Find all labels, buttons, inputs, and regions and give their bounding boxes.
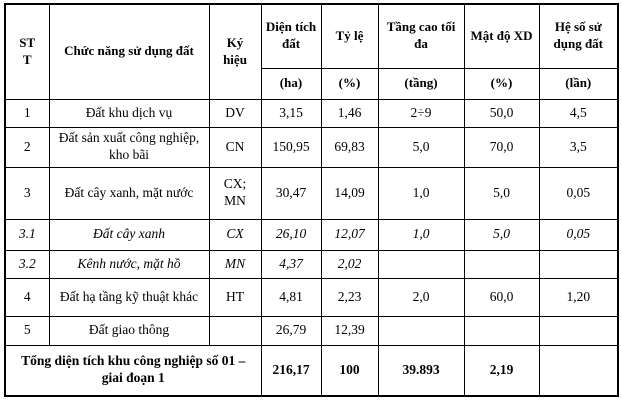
- cell-floors: [377, 315, 465, 346]
- cell-symbol: [208, 315, 262, 346]
- cell-floors: 5,0: [377, 126, 465, 168]
- cell-symbol: CX: [208, 218, 262, 251]
- cell-coef: 4,5: [538, 98, 619, 128]
- cell-symbol: DV: [208, 98, 262, 128]
- cell-function: Kênh nước, mặt hồ: [48, 249, 210, 279]
- header-ratio: Tỷ lệ: [320, 3, 379, 69]
- header-symbol: Ký hiệu: [208, 3, 262, 100]
- cell-area: 26,79: [260, 315, 322, 346]
- header-function: Chức năng sử dụng đất: [48, 3, 210, 100]
- cell-ratio: 2,23: [320, 277, 379, 317]
- header-coef: Hệ số sử dụng đất: [538, 3, 619, 69]
- cell-density: 5,0: [463, 218, 540, 251]
- cell-area: 3,15: [260, 98, 322, 128]
- table-body: 1 Đất khu dịch vụ DV 3,15 1,46 2÷9 50,0 …: [4, 98, 619, 346]
- cell-density: 50,0: [463, 98, 540, 128]
- table-footer: Tổng diện tích khu công nghiệp số 01 – g…: [4, 344, 619, 397]
- cell-floors: 1,0: [377, 218, 465, 251]
- cell-stt: 5: [4, 315, 50, 346]
- cell-density: 60,0: [463, 277, 540, 317]
- cell-area: 4,37: [260, 249, 322, 279]
- cell-density: [463, 249, 540, 279]
- total-label: Tổng diện tích khu công nghiệp số 01 – g…: [4, 344, 262, 397]
- total-ratio: 100: [320, 344, 379, 397]
- cell-function: Đất hạ tầng kỹ thuật khác: [48, 277, 210, 317]
- cell-coef: 1,20: [538, 277, 619, 317]
- cell-stt: 4: [4, 277, 50, 317]
- total-floors: 39.893: [377, 344, 465, 397]
- cell-coef: [538, 315, 619, 346]
- header-stt: STT: [4, 3, 50, 100]
- header-area-unit: (ha): [260, 67, 322, 100]
- cell-floors: 2,0: [377, 277, 465, 317]
- header-floors-unit: (tầng): [377, 67, 465, 100]
- table-header: STT Chức năng sử dụng đất Ký hiệu Diện t…: [4, 3, 619, 100]
- cell-stt: 1: [4, 98, 50, 128]
- cell-function: Đất cây xanh, mặt nước: [48, 166, 210, 220]
- cell-area: 30,47: [260, 166, 322, 220]
- header-coef-unit: (lần): [538, 67, 619, 100]
- table-row-5: 5 Đất giao thông 26,79 12,39: [4, 315, 619, 346]
- table-row-3-2: 3.2 Kênh nước, mặt hồ MN 4,37 2,02: [4, 249, 619, 279]
- cell-symbol: CX; MN: [208, 166, 262, 220]
- cell-function: Đất sản xuất công nghiệp, kho bãi: [48, 126, 210, 168]
- cell-coef: 0,05: [538, 166, 619, 220]
- cell-floors: 2÷9: [377, 98, 465, 128]
- cell-ratio: 12,07: [320, 218, 379, 251]
- cell-ratio: 69,83: [320, 126, 379, 168]
- table-row-3: 3 Đất cây xanh, mặt nước CX; MN 30,47 14…: [4, 166, 619, 220]
- cell-ratio: 12,39: [320, 315, 379, 346]
- table-row-1: 1 Đất khu dịch vụ DV 3,15 1,46 2÷9 50,0 …: [4, 98, 619, 128]
- cell-coef: [538, 249, 619, 279]
- cell-floors: 1,0: [377, 166, 465, 220]
- total-area: 216,17: [260, 344, 322, 397]
- total-row: Tổng diện tích khu công nghiệp số 01 – g…: [4, 344, 619, 397]
- table-row-3-1: 3.1 Đất cây xanh CX 26,10 12,07 1,0 5,0 …: [4, 218, 619, 251]
- cell-stt: 3.1: [4, 218, 50, 251]
- header-stt-label: STT: [19, 34, 36, 67]
- cell-stt: 3.2: [4, 249, 50, 279]
- cell-function: Đất khu dịch vụ: [48, 98, 210, 128]
- cell-coef: 3,5: [538, 126, 619, 168]
- cell-ratio: 14,09: [320, 166, 379, 220]
- cell-area: 4,81: [260, 277, 322, 317]
- cell-ratio: 2,02: [320, 249, 379, 279]
- cell-area: 150,95: [260, 126, 322, 168]
- table-row-4: 4 Đất hạ tầng kỹ thuật khác HT 4,81 2,23…: [4, 277, 619, 317]
- cell-symbol: MN: [208, 249, 262, 279]
- land-use-table: STT Chức năng sử dụng đất Ký hiệu Diện t…: [4, 3, 619, 397]
- header-density-unit: (%): [463, 67, 540, 100]
- cell-symbol: CN: [208, 126, 262, 168]
- cell-function: Đất cây xanh: [48, 218, 210, 251]
- cell-ratio: 1,46: [320, 98, 379, 128]
- table-row-2: 2 Đất sản xuất công nghiệp, kho bãi CN 1…: [4, 126, 619, 168]
- header-row-labels: STT Chức năng sử dụng đất Ký hiệu Diện t…: [4, 3, 619, 100]
- header-row-units: (ha) (%) (tầng) (%) (lần): [5, 67, 619, 100]
- cell-function: Đất giao thông: [48, 315, 210, 346]
- cell-stt: 2: [4, 126, 50, 168]
- cell-density: 70,0: [463, 126, 540, 168]
- header-ratio-unit: (%): [320, 67, 379, 100]
- header-density: Mật độ XD: [463, 3, 540, 69]
- cell-area: 26,10: [260, 218, 322, 251]
- cell-floors: [377, 249, 465, 279]
- total-coef: [538, 344, 619, 397]
- cell-symbol: HT: [208, 277, 262, 317]
- total-density: 2,19: [463, 344, 540, 397]
- header-floors: Tầng cao tối đa: [377, 3, 465, 69]
- cell-stt: 3: [4, 166, 50, 220]
- cell-density: [463, 315, 540, 346]
- cell-coef: 0,05: [538, 218, 619, 251]
- cell-density: 5,0: [463, 166, 540, 220]
- header-area: Diện tích đất: [260, 3, 322, 69]
